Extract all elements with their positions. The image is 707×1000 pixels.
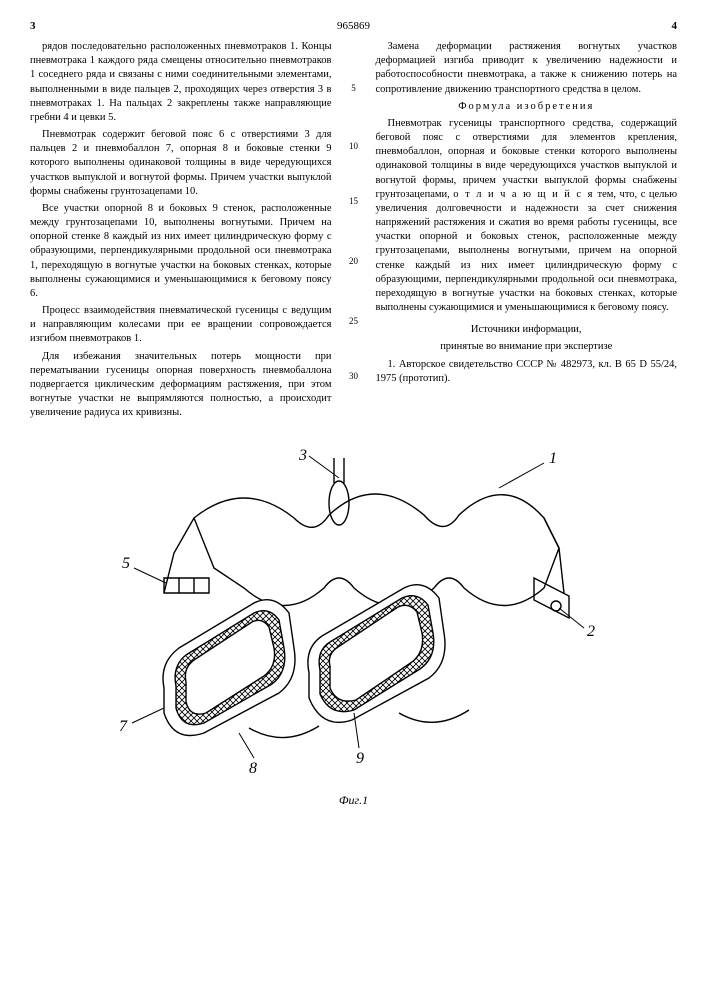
claim-distinguish: о т л и ч а ю щ и й с я — [453, 189, 594, 200]
figure-area: 1 2 3 5 7 8 9 Фиг.1 — [30, 448, 677, 808]
line-num-30: 30 — [347, 370, 361, 382]
right-p2: Пневмотрак гусеницы транспортного средст… — [376, 117, 678, 315]
left-p3: Все участки опорной 8 и боковых 9 стенок… — [30, 202, 332, 301]
fig-label-8: 8 — [249, 760, 257, 777]
figure-1-drawing: 1 2 3 5 7 8 9 — [104, 448, 604, 788]
sources-subtitle: принятые во внимание при экспертизе — [376, 340, 678, 354]
line-num-15: 15 — [347, 195, 361, 207]
formula-title: Формула изобретения — [376, 100, 678, 114]
right-page-num: 4 — [672, 20, 678, 32]
fig-label-1: 1 — [549, 450, 557, 467]
right-p1: Замена деформации растяжения вогнутых уч… — [376, 40, 678, 97]
patent-page: 3 965869 4 рядов последовательно располо… — [0, 0, 707, 828]
claim-body: тем, что, с целью увеличения долговечнос… — [376, 189, 678, 313]
left-page-num: 3 — [30, 20, 36, 32]
line-num-25: 25 — [347, 315, 361, 327]
line-number-gutter: 5 10 15 20 25 30 — [347, 40, 361, 423]
fig-label-7: 7 — [119, 718, 128, 735]
line-num-20: 20 — [347, 255, 361, 267]
claim-intro: Пневмотрак гусеницы транспортного средст… — [376, 118, 678, 200]
text-columns: рядов последовательно расположенных пнев… — [30, 40, 677, 423]
doc-number: 965869 — [337, 20, 370, 32]
left-p5: Для избежания значительных потерь мощнос… — [30, 350, 332, 421]
sources-title: Источники информации, — [376, 323, 678, 337]
left-column: рядов последовательно расположенных пнев… — [30, 40, 332, 423]
right-column: Замена деформации растяжения вогнутых уч… — [376, 40, 678, 423]
page-header: 3 965869 4 — [30, 20, 677, 32]
source-1: 1. Авторское свидетельство СССР № 482973… — [376, 358, 678, 386]
fig-label-9: 9 — [356, 750, 364, 767]
fig-label-2: 2 — [587, 623, 595, 640]
left-p2: Пневмотрак содержит беговой пояс 6 с отв… — [30, 128, 332, 199]
line-num-5: 5 — [347, 82, 361, 94]
fig-label-5: 5 — [122, 555, 130, 572]
figure-caption: Фиг.1 — [30, 793, 677, 808]
fig-label-3: 3 — [298, 448, 307, 464]
left-p4: Процесс взаимодействия пневматической гу… — [30, 304, 332, 347]
left-p1: рядов последовательно расположенных пнев… — [30, 40, 332, 125]
line-num-10: 10 — [347, 140, 361, 152]
